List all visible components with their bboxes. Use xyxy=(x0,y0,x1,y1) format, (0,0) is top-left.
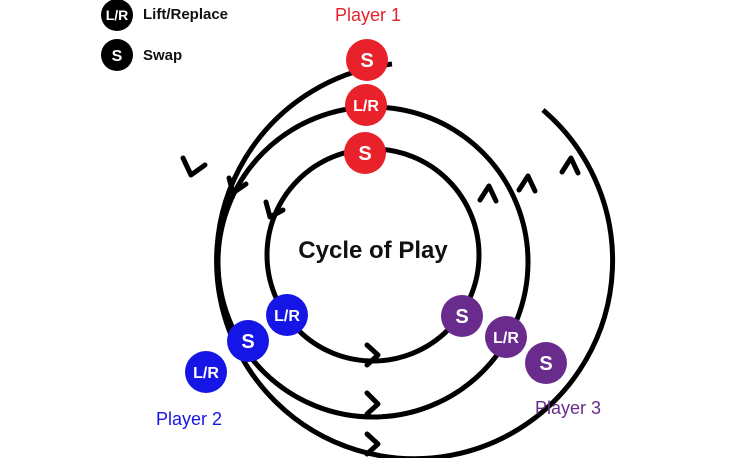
player-1-token-3: S xyxy=(344,132,386,174)
legend-s-token xyxy=(101,39,133,71)
legend-item-lift-replace: L/R Lift/Replace xyxy=(101,0,228,31)
player-3-token-2-symbol: L/R xyxy=(493,330,519,347)
player-2-token-1: L/R xyxy=(266,294,308,336)
player-3-token-1: S xyxy=(441,295,483,337)
player-1-group: Player 1 S L/R S xyxy=(335,5,401,174)
player-2-token-2-circle xyxy=(227,320,269,362)
arrow-inner-right xyxy=(477,183,499,204)
player-3-token-2: L/R xyxy=(485,316,527,358)
arrow-middle-bottom xyxy=(364,390,381,417)
player-3-token-3-circle xyxy=(525,342,567,384)
player-2-token-2: S xyxy=(227,320,269,362)
player-1-token-3-circle xyxy=(344,132,386,174)
player-2-token-1-circle xyxy=(266,294,308,336)
arrow-middle-left xyxy=(226,175,249,196)
legend-lr-token xyxy=(101,0,133,31)
diagram-title: Cycle of Play xyxy=(298,237,448,264)
legend-s-symbol: S xyxy=(112,48,123,65)
player-3-group: S L/R S Player 3 xyxy=(441,295,601,418)
player-1-label: Player 1 xyxy=(335,5,401,25)
player-1-token-3-symbol: S xyxy=(358,143,371,165)
player-3-token-1-symbol: S xyxy=(455,306,468,328)
player-2-token-3: L/R xyxy=(185,351,227,393)
arrow-outer-right xyxy=(559,155,581,176)
legend: L/R Lift/Replace S Swap xyxy=(101,0,228,71)
player-3-token-2-circle xyxy=(485,316,527,358)
player-2-token-3-symbol: L/R xyxy=(193,365,219,382)
arrow-inner-left xyxy=(263,199,286,220)
direction-arrows xyxy=(180,155,581,457)
player-1-token-2: L/R xyxy=(345,84,387,126)
outer-ring xyxy=(214,61,616,458)
player-1-token-2-circle xyxy=(345,84,387,126)
arrow-inner-bottom xyxy=(364,342,381,368)
player-3-token-1-circle xyxy=(441,295,483,337)
player-2-token-1-symbol: L/R xyxy=(274,308,300,325)
legend-s-label: Swap xyxy=(143,47,182,64)
player-2-group: L/R S L/R Player 2 xyxy=(156,294,308,429)
player-1-token-2-symbol: L/R xyxy=(353,98,379,115)
legend-lr-symbol: L/R xyxy=(106,7,129,23)
arrow-outer-left xyxy=(180,155,208,178)
player-1-token-1: S xyxy=(346,39,388,81)
player-2-token-2-symbol: S xyxy=(241,331,254,353)
player-1-token-1-symbol: S xyxy=(360,50,373,72)
player-3-token-3: S xyxy=(525,342,567,384)
player-2-token-3-circle xyxy=(185,351,227,393)
player-1-token-1-circle xyxy=(346,39,388,81)
legend-lr-label: Lift/Replace xyxy=(143,6,228,23)
arrow-middle-right xyxy=(516,173,538,194)
arrow-outer-bottom xyxy=(364,431,381,457)
player-3-label: Player 3 xyxy=(535,398,601,418)
player-2-label: Player 2 xyxy=(156,409,222,429)
legend-item-swap: S Swap xyxy=(101,39,182,71)
player-3-token-3-symbol: S xyxy=(539,353,552,375)
